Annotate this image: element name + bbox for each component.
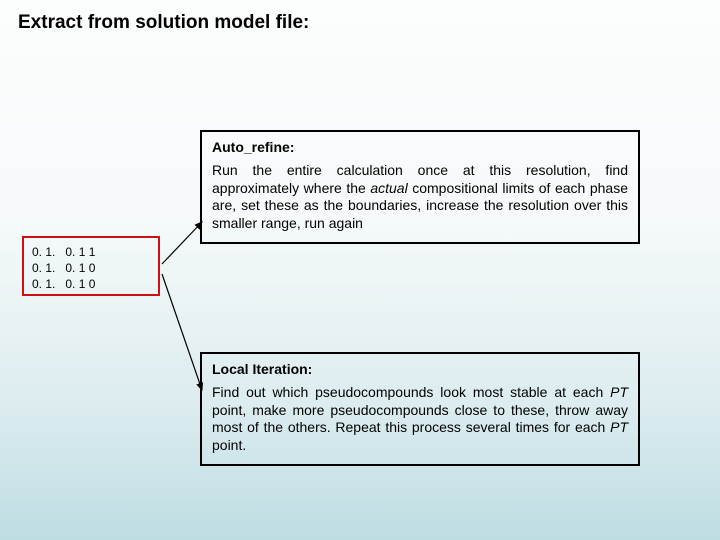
auto-refine-title: Auto_refine: [212,139,628,155]
local-iteration-title: Local Iteration: [212,361,628,377]
data-line: 0. 1. 0. 1 0 [32,277,95,291]
data-extract-box: 0. 1. 0. 1 1 0. 1. 0. 1 0 0. 1. 0. 1 0 [22,236,160,296]
local-iteration-body: Find out which pseudocompounds look most… [212,384,628,454]
data-line: 0. 1. 0. 1 1 [32,245,95,259]
auto-refine-body: Run the entire calculation once at this … [212,162,628,232]
page-title: Extract from solution model file: [18,12,309,34]
auto-refine-box: Auto_refine: Run the entire calculation … [200,130,640,244]
data-line: 0. 1. 0. 1 0 [32,261,95,275]
local-iteration-box: Local Iteration: Find out which pseudoco… [200,352,640,466]
